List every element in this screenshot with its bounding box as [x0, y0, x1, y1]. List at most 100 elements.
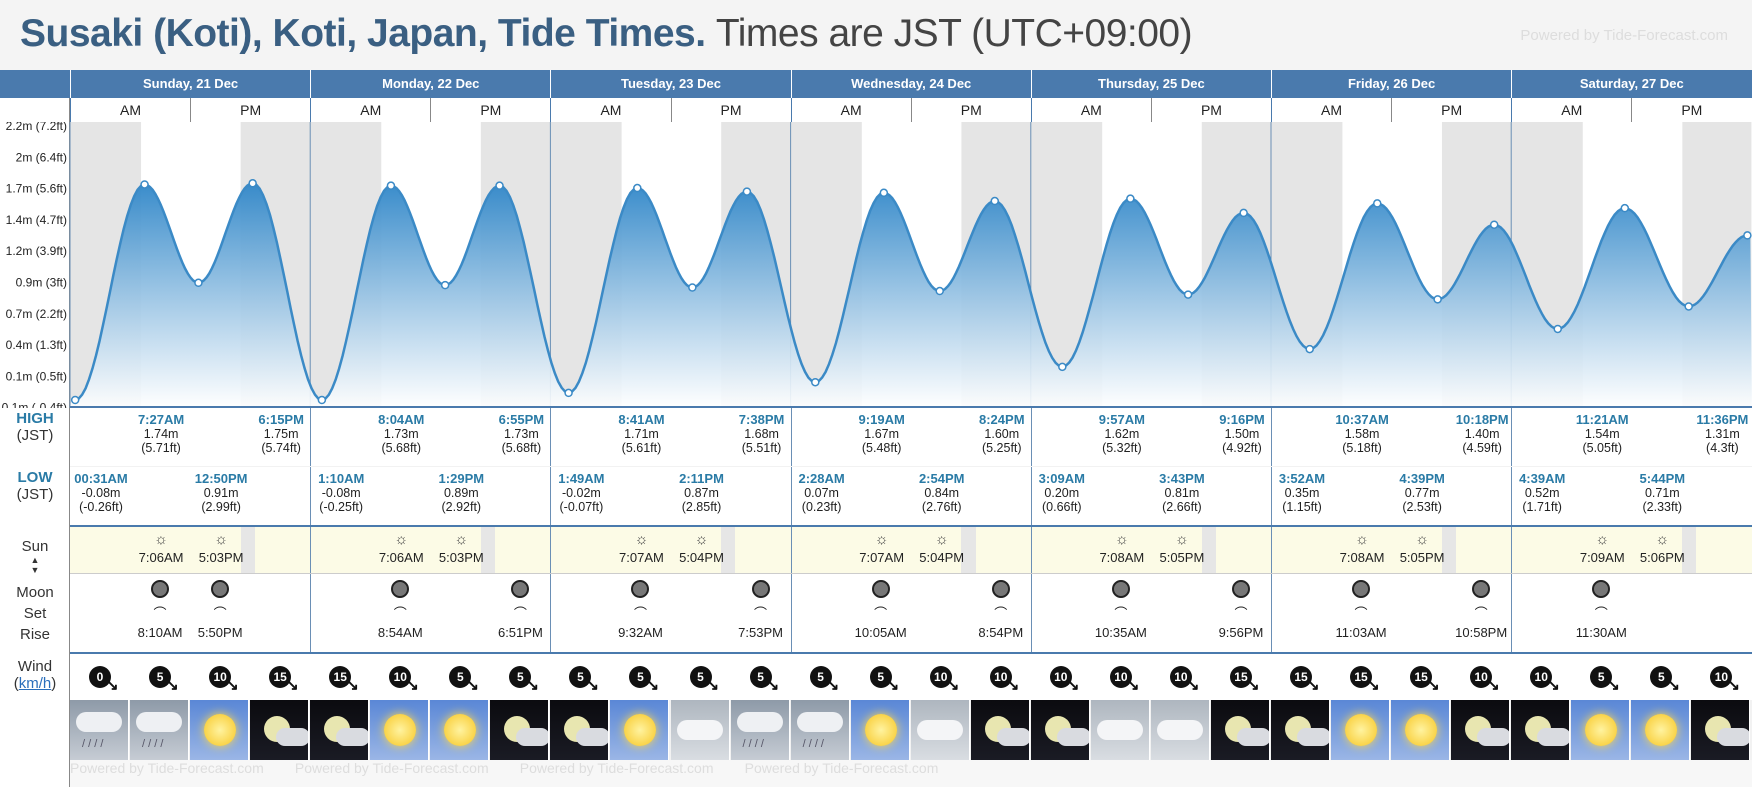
sunset-icon: ☼	[1655, 531, 1670, 548]
ampm-cell: PM	[1150, 98, 1271, 122]
day-divider	[310, 574, 312, 652]
moon-entry: ⌒ 8:54AM	[370, 574, 430, 640]
high-tide-point	[1373, 199, 1382, 208]
wind-direction-icon: ↘	[946, 677, 960, 694]
wind-speed-badge: 10	[929, 666, 952, 688]
wind-speed-badge: 15	[329, 666, 352, 688]
tide-area	[70, 183, 1752, 408]
day-divider	[1030, 527, 1032, 573]
tide-time: 4:39PM	[1399, 471, 1445, 486]
wind-speed-badge: 10	[989, 666, 1012, 688]
tide-height-ft: (2.99ft)	[201, 500, 241, 514]
moon-set-icon: ⌒	[1474, 606, 1488, 621]
y-tick-label: 1.4m (4.7ft)	[6, 213, 67, 227]
sunset-time: 5:03PM	[438, 550, 484, 565]
moon-phase-icon	[1111, 580, 1130, 598]
wind-speed-badge: 5	[1590, 666, 1613, 688]
high-tide-point	[1126, 194, 1135, 203]
sunrise-entry: ☼ 7:06AM	[372, 530, 430, 565]
tide-height-ft: (2.76ft)	[921, 500, 962, 514]
moon-time: 8:10AM	[137, 625, 183, 640]
day-header-cell: Thursday, 25 Dec	[1030, 70, 1271, 98]
day-weather-icon	[1331, 700, 1391, 760]
title-location: Susaki (Koti), Koti, Japan, Tide Times.	[20, 12, 706, 55]
moon-set-icon: ⌒	[994, 606, 1008, 621]
wind-direction-icon: ↘	[106, 677, 119, 694]
ampm-cell: PM	[910, 98, 1031, 122]
day-weather-icon	[1391, 700, 1451, 760]
wind-unit-link[interactable]: km/h	[18, 675, 52, 692]
tide-time: 9:19AM	[858, 412, 905, 427]
tide-time: 5:44PM	[1639, 471, 1686, 486]
high-tide-point	[386, 181, 396, 190]
moon-entry: ⌒ 8:10AM	[130, 574, 190, 640]
y-tick-label: 2m (6.4ft)	[16, 150, 67, 164]
sunrise-icon: ☼	[154, 531, 168, 548]
tide-time: 3:09AM	[1038, 471, 1085, 486]
sunset-time: 5:04PM	[679, 550, 724, 565]
sunrise-icon: ☼	[1355, 531, 1369, 548]
day-weather-icon	[370, 700, 430, 760]
ampm-cell: AM	[1271, 98, 1391, 122]
sunrise-time: 7:06AM	[138, 550, 184, 565]
night-weather-icon	[1210, 700, 1270, 760]
high-tide-point	[1620, 203, 1630, 213]
ampm-cell: PM	[190, 98, 310, 122]
grey-weather-icon	[1090, 700, 1150, 760]
moon-phase-icon	[1352, 580, 1371, 598]
wind-direction-icon: ↘	[1607, 677, 1620, 694]
grey-weather-icon	[1150, 700, 1210, 760]
sunrise-time: 7:08AM	[1099, 550, 1145, 565]
tide-time: 11:36PM	[1696, 412, 1749, 427]
highs-tide-entry: 6:15PM 1.75m (5.74ft)	[246, 412, 316, 456]
header-corner	[0, 70, 70, 98]
tide-height-ft: (1.15ft)	[1282, 500, 1322, 514]
lows-tide-entry: 2:11PM 0.87m (2.85ft)	[667, 472, 737, 515]
day-divider	[310, 527, 312, 573]
moon-time: 10:05AM	[854, 625, 907, 640]
wind-direction-icon: ↘	[1547, 677, 1560, 694]
highs-tide-entry: 10:18PM 1.40m (4.59ft)	[1447, 413, 1517, 456]
sunrise-icon: ☼	[394, 531, 409, 548]
wind-row: 0 ↘ 5 ↘ 10 ↘ 15 ↘ 15 ↘ 10 ↘ 5 ↘ 5 ↘ 5 ↘ 5 ↘ 5 ↘ 5 ↘ 5 ↘ 5 ↘ 10 ↘ 10 ↘ 10…	[70, 654, 1752, 700]
moon-set-icon: ⌒	[513, 606, 527, 621]
moon-entry: ⌒ 7:53PM	[731, 574, 791, 640]
low-tide-point	[935, 286, 944, 296]
highs-tide-entry: 9:16PM 1.50m (4.92ft)	[1207, 413, 1277, 456]
day-divider	[790, 527, 792, 573]
day-divider	[1030, 574, 1032, 652]
sunrise-icon: ☼	[1114, 531, 1129, 548]
day-divider	[790, 574, 792, 652]
sunset-time: 5:06PM	[1639, 550, 1685, 565]
wind-direction-icon: ↘	[886, 677, 900, 694]
row-labels: HIGH (JST) LOW (JST) Sun ▲ ▼ Moon Set Rise Win…	[0, 98, 70, 787]
day-weather-icon	[1631, 700, 1691, 760]
moon-entry: ⌒ 5:50PM	[190, 574, 250, 640]
tide-time: 10:37AM	[1335, 412, 1389, 427]
tide-height-m: 0.91m	[203, 486, 239, 500]
ampm-cell: AM	[1030, 98, 1151, 122]
lows-tide-entry: 4:39AM 0.52m (1.71ft)	[1507, 472, 1577, 515]
low-tide-point	[1684, 302, 1693, 311]
tide-time: 6:15PM	[258, 412, 304, 427]
day-divider	[1271, 574, 1272, 652]
night-weather-icon	[310, 700, 370, 760]
wind-speed-badge: 15	[1229, 666, 1252, 688]
moon-time: 8:54PM	[978, 625, 1024, 640]
wind-speed-badge: 10	[1710, 666, 1733, 688]
moon-time: 11:03AM	[1335, 625, 1387, 640]
sun-night-band	[240, 527, 255, 573]
tide-height-ft: (5.68ft)	[501, 441, 542, 455]
page-title: Susaki (Koti), Koti, Japan, Tide Times. …	[20, 12, 1193, 56]
moon-time: 9:56PM	[1218, 625, 1264, 640]
highs-tide-entry: 11:36PM 1.31m (4.3ft)	[1687, 412, 1752, 456]
highs-tide-entry: 8:41AM 1.71m (5.61ft)	[606, 413, 676, 456]
sun-night-band	[1201, 527, 1216, 573]
tide-time: 1:29PM	[438, 471, 485, 486]
moon-set-icon: ⌒	[1234, 606, 1248, 621]
tide-height-m: 1.73m	[383, 427, 419, 441]
sun-night-band	[1441, 527, 1456, 573]
moon-time: 6:51PM	[497, 625, 543, 640]
moon-entry: ⌒ 9:32AM	[610, 574, 670, 640]
moon-entry: ⌒ 9:56PM	[1211, 574, 1271, 640]
